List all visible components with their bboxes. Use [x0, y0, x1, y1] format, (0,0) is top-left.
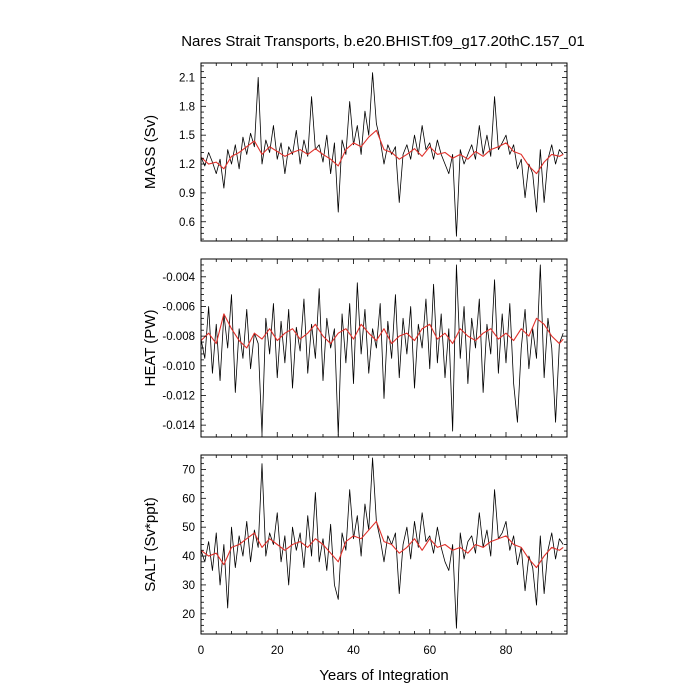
heat-y-tick-label: -0.012	[162, 390, 195, 402]
x-tick-label: 60	[423, 645, 436, 657]
x-tick-label: 20	[271, 645, 284, 657]
mass-y-axis-title: MASS (Sv)	[142, 115, 159, 189]
mass-y-tick-label: 0.6	[179, 217, 195, 229]
heat-y-tick-label: -0.004	[162, 272, 195, 284]
heat-y-tick-label: -0.014	[162, 420, 195, 432]
salt-y-axis-title: SALT (Sv*ppt)	[142, 497, 159, 591]
panel-salt: 20 30 40 50 60 70 SALT (Sv*ppt) 0 20 40 60 80	[142, 454, 568, 657]
salt-y-tick-label: 70	[182, 464, 195, 476]
heat-y-tick-label: -0.010	[162, 361, 195, 373]
panel-heat: -0.014 -0.012 -0.010 -0.008 -0.006 -0.004 HEAT…	[142, 258, 568, 438]
x-tick-label: 0	[198, 645, 204, 657]
salt-y-tick-label: 40	[182, 551, 195, 563]
x-tick-label: 40	[347, 645, 360, 657]
heat-y-axis-title: HEAT (PW)	[142, 310, 159, 387]
salt-raw-series-line	[201, 457, 564, 629]
mass-y-tick-label: 0.9	[179, 188, 195, 200]
x-axis-title: Years of Integration	[319, 667, 449, 684]
salt-smooth-series-line	[201, 520, 564, 569]
heat-y-tick-label: -0.008	[162, 331, 195, 343]
panel-mass: 0.6 0.9 1.2 1.5 1.8 2.1 MASS (Sv)	[142, 62, 568, 242]
mass-y-tick-label: 2.1	[179, 72, 195, 84]
heat-smooth-series-line	[201, 313, 564, 349]
salt-y-tick-label: 60	[182, 493, 195, 505]
mass-y-tick-label: 1.2	[179, 159, 195, 171]
heat-raw-series-line	[201, 264, 564, 436]
heat-y-tick-label: -0.006	[162, 301, 195, 313]
chart-title: Nares Strait Transports, b.e20.BHIST.f09…	[181, 33, 585, 50]
mass-y-tick-label: 1.5	[179, 130, 195, 142]
mass-y-tick-label: 1.8	[179, 101, 195, 113]
mass-plot-frame	[200, 62, 568, 242]
salt-y-tick-label: 30	[182, 580, 195, 592]
salt-y-tick-label: 20	[182, 609, 195, 621]
salt-plot-frame	[200, 454, 568, 635]
mass-raw-series-line	[201, 72, 564, 237]
x-tick-label: 80	[500, 645, 513, 657]
mass-smooth-series-line	[201, 129, 564, 175]
salt-y-tick-label: 50	[182, 522, 195, 534]
